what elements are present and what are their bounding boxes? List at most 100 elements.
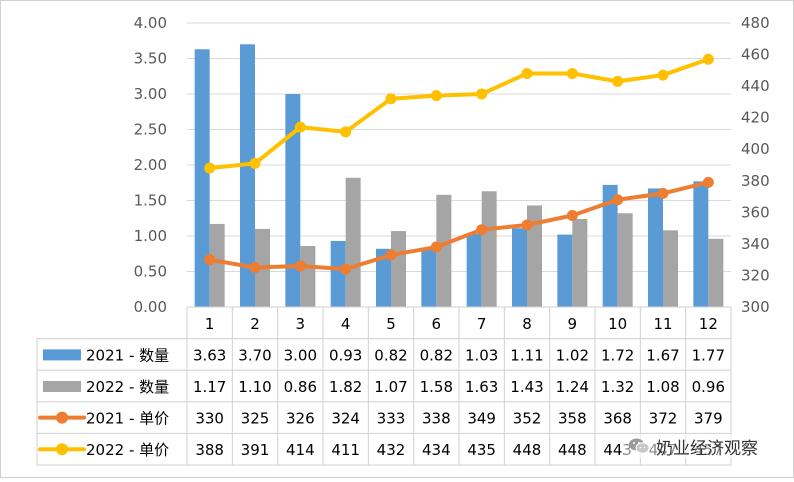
bar [663, 230, 678, 307]
bar [330, 240, 346, 307]
bar [708, 238, 724, 307]
data-label: 1.02 [556, 346, 589, 364]
category-label: 4 [341, 315, 351, 333]
y-left-tick-label: 1.50 [134, 192, 167, 210]
bar [300, 245, 316, 307]
bar [285, 94, 301, 307]
line-point [430, 90, 442, 102]
line-point [657, 187, 669, 199]
wechat-icon [629, 438, 650, 454]
bar [557, 234, 573, 307]
line-point [657, 69, 669, 81]
data-label: 391 [241, 441, 270, 459]
legend-label: 2021 - 单价 [86, 410, 169, 428]
bar [648, 188, 663, 307]
watermark-text: 奶业经济观察 [656, 438, 758, 459]
y-right-tick-label: 340 [741, 235, 770, 253]
data-label: 1.07 [374, 378, 407, 396]
bar [693, 181, 709, 307]
data-label: 325 [241, 410, 270, 428]
watermark: 奶业经济观察 [624, 434, 762, 459]
bar [345, 177, 361, 307]
y-right-tick-label: 320 [741, 266, 770, 284]
data-label: 349 [467, 410, 496, 428]
data-label: 1.17 [193, 378, 226, 396]
data-label: 0.82 [374, 346, 407, 364]
category-label: 12 [699, 315, 718, 333]
data-label: 1.77 [692, 346, 725, 364]
data-label: 0.93 [329, 346, 362, 364]
y-right-tick-label: 360 [741, 203, 770, 221]
data-label: 330 [195, 410, 224, 428]
y-right-tick-label: 300 [741, 298, 770, 316]
data-label: 372 [649, 410, 678, 428]
category-label: 3 [296, 315, 306, 333]
bar [512, 228, 527, 307]
category-label: 5 [386, 315, 396, 333]
line-point [566, 209, 578, 221]
line-point [566, 67, 578, 79]
bar [602, 184, 618, 307]
data-label: 1.63 [465, 378, 498, 396]
line-point [521, 67, 533, 79]
y-left-tick-label: 1.00 [134, 227, 167, 245]
data-label: 1.72 [601, 346, 634, 364]
data-label: 352 [513, 410, 542, 428]
data-label: 1.08 [646, 378, 679, 396]
data-label: 3.70 [238, 346, 271, 364]
data-label: 1.82 [329, 378, 362, 396]
data-label: 1.03 [465, 346, 498, 364]
data-label: 3.00 [284, 346, 317, 364]
legend-line-marker [56, 411, 68, 424]
series-line [207, 180, 711, 272]
category-label: 10 [608, 315, 627, 333]
series-line [207, 57, 711, 171]
data-label: 434 [422, 441, 451, 459]
bar [391, 231, 406, 307]
data-label: 1.10 [238, 378, 271, 396]
line-point [702, 53, 714, 65]
line-point [249, 262, 261, 274]
y-left-tick-label: 0.50 [134, 263, 167, 281]
bar [572, 218, 588, 307]
y-right-tick-label: 420 [741, 109, 770, 127]
legend-bar-key [43, 349, 81, 361]
data-label: 1.11 [510, 346, 543, 364]
data-label: 1.58 [420, 378, 453, 396]
line-point [204, 162, 216, 174]
data-label: 338 [422, 410, 451, 428]
data-label: 326 [286, 410, 315, 428]
data-label: 388 [195, 441, 224, 459]
line-point [385, 93, 397, 105]
data-label: 368 [603, 410, 632, 428]
bar [421, 248, 437, 307]
data-label: 1.32 [601, 378, 634, 396]
line-point [204, 254, 216, 266]
data-label: 333 [377, 410, 406, 428]
y-left-tick-label: 3.00 [134, 85, 167, 103]
y-left-tick-label: 3.50 [134, 50, 167, 68]
y-right-tick-label: 460 [741, 46, 770, 64]
y-right-tick-label: 440 [741, 77, 770, 95]
line-point [340, 263, 352, 275]
data-label: 414 [286, 441, 315, 459]
legend-bar-key [43, 381, 81, 392]
legend-label: 2022 - 单价 [86, 441, 169, 459]
data-label: 0.96 [692, 378, 725, 396]
line-point [476, 224, 488, 236]
category-label: 6 [432, 315, 442, 333]
legend-label: 2022 - 数量 [86, 378, 169, 396]
category-label: 1 [205, 315, 215, 333]
line-point [385, 249, 397, 261]
line-point [430, 241, 442, 253]
y-right-tick-label: 400 [741, 140, 770, 158]
bar [527, 205, 542, 307]
data-label: 1.43 [510, 378, 543, 396]
data-label: 358 [558, 410, 587, 428]
data-label: 1.24 [556, 378, 589, 396]
data-label: 448 [513, 441, 542, 459]
data-label: 432 [377, 441, 406, 459]
category-label: 9 [568, 315, 578, 333]
bar [209, 223, 225, 307]
